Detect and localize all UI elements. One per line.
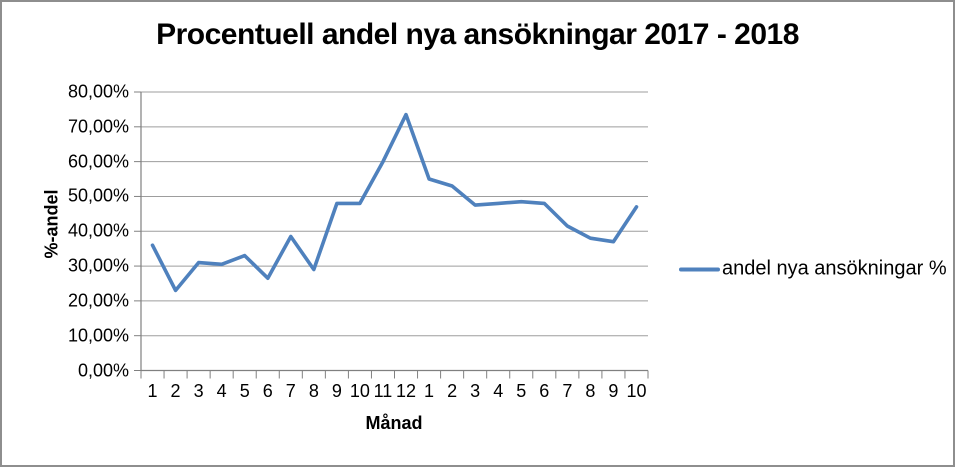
x-tick-label: 5 <box>516 381 527 401</box>
y-tick-label: 50,00% <box>67 185 129 206</box>
y-tick-label: 60,00% <box>67 151 129 172</box>
x-tick-label: 9 <box>331 381 342 401</box>
x-tick-label: 12 <box>396 381 417 401</box>
y-tick-label: 20,00% <box>67 290 129 311</box>
y-axis-title: %-andel <box>41 189 62 259</box>
x-tick-label: 5 <box>239 381 250 401</box>
legend-label: andel nya ansökningar % <box>722 257 947 280</box>
x-tick-label: 4 <box>493 381 504 401</box>
y-tick-label: 0,00% <box>77 360 129 380</box>
x-tick-label: 7 <box>285 381 296 401</box>
y-tick-label: 70,00% <box>67 116 129 137</box>
x-tick-label: 9 <box>608 381 619 401</box>
x-tick-label: 6 <box>539 381 550 401</box>
legend-line-swatch <box>679 267 720 271</box>
x-tick-label: 10 <box>349 381 370 401</box>
x-tick-label: 1 <box>147 381 158 401</box>
x-tick-label: 11 <box>373 381 393 401</box>
x-tick-label: 1 <box>424 381 435 401</box>
y-tick-label: 80,00% <box>67 81 129 102</box>
x-tick-label: 7 <box>562 381 573 401</box>
x-tick-label: 3 <box>193 381 204 401</box>
series-line <box>150 112 639 293</box>
y-tick-label: 10,00% <box>67 325 129 346</box>
x-tick-label: 3 <box>470 381 481 401</box>
x-tick-label: 10 <box>626 381 647 401</box>
x-axis-title: Månad <box>365 413 423 433</box>
x-tick-label: 6 <box>262 381 273 401</box>
x-tick-label: 2 <box>447 381 458 401</box>
chart-title: Procentuell andel nya ansökningar 2017 -… <box>156 18 799 51</box>
x-tick-label: 8 <box>308 381 319 401</box>
x-tick-label: 8 <box>585 381 596 401</box>
y-tick-label: 30,00% <box>67 255 129 276</box>
x-tick-label: 4 <box>216 381 227 401</box>
legend: andel nya ansökningar % <box>679 258 947 281</box>
y-tick-label: 40,00% <box>67 220 129 241</box>
x-tick-label: 2 <box>170 381 181 401</box>
